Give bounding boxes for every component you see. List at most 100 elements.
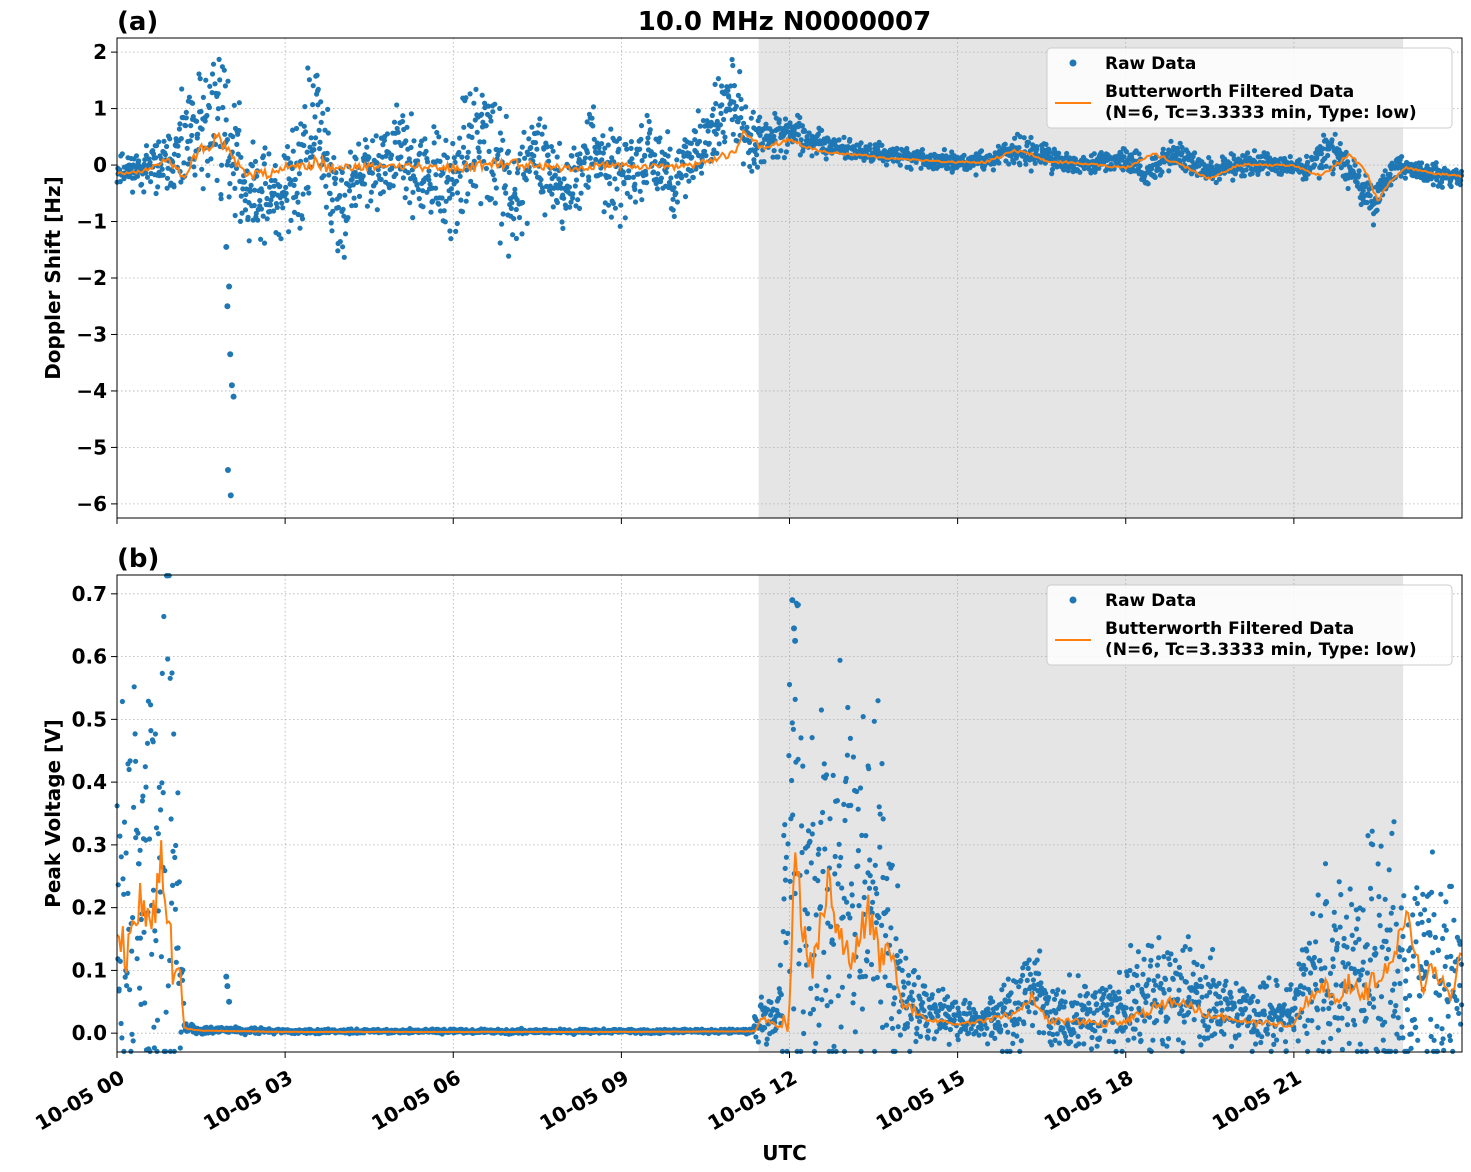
raw-data-point <box>1161 990 1167 996</box>
raw-data-point <box>519 231 525 237</box>
raw-data-point <box>161 138 167 144</box>
raw-data-point <box>1374 207 1380 213</box>
raw-data-point <box>1052 1037 1058 1043</box>
raw-data-point <box>1014 1033 1020 1039</box>
raw-data-point <box>451 155 457 161</box>
raw-data-point <box>1246 1014 1252 1020</box>
raw-data-point <box>918 165 924 171</box>
raw-data-point <box>747 163 753 170</box>
raw-data-point <box>1291 1027 1297 1033</box>
raw-data-point <box>142 157 148 163</box>
raw-data-point <box>571 145 577 151</box>
raw-data-point <box>874 891 880 897</box>
raw-data-point <box>356 141 362 147</box>
raw-data-point <box>479 111 485 117</box>
raw-data-point <box>1092 994 1098 1000</box>
raw-data-point <box>665 153 671 159</box>
raw-data-point <box>814 995 820 1002</box>
raw-data-point <box>1258 1039 1264 1046</box>
raw-data-point <box>802 128 808 134</box>
raw-data-point <box>596 145 602 151</box>
raw-data-point <box>197 76 203 82</box>
raw-data-point <box>1145 993 1151 999</box>
raw-data-point <box>1091 151 1097 157</box>
raw-data-point <box>1323 163 1329 169</box>
raw-data-point <box>923 992 929 998</box>
raw-data-point <box>121 1048 127 1054</box>
raw-data-point <box>879 761 885 767</box>
raw-data-point <box>509 200 515 206</box>
raw-data-point <box>1166 956 1172 962</box>
raw-data-point <box>535 130 541 136</box>
raw-data-point <box>443 198 449 204</box>
raw-data-point <box>966 1005 972 1011</box>
raw-data-point <box>1028 168 1034 174</box>
raw-data-point <box>453 228 459 234</box>
raw-data-point <box>696 138 703 144</box>
raw-data-point <box>1218 1000 1224 1006</box>
raw-data-point <box>1261 1012 1268 1018</box>
legend-filtered-params: (N=6, Tc=3.3333 min, Type: low) <box>1105 103 1417 123</box>
raw-data-point <box>896 1009 902 1015</box>
raw-data-point <box>847 915 853 921</box>
raw-data-point <box>283 190 289 196</box>
raw-data-point <box>1032 160 1038 166</box>
raw-data-point <box>609 155 615 161</box>
raw-data-point <box>133 835 139 841</box>
raw-data-point <box>1273 977 1279 984</box>
raw-data-point <box>1196 999 1202 1005</box>
raw-data-point <box>1337 141 1343 147</box>
raw-data-point <box>1041 1030 1047 1036</box>
raw-data-point <box>1186 994 1192 1001</box>
raw-data-point <box>426 168 432 174</box>
raw-data-point <box>400 113 406 119</box>
raw-data-point <box>153 190 159 197</box>
raw-data-point <box>967 1000 973 1006</box>
raw-data-point <box>632 181 638 187</box>
raw-data-point <box>561 195 567 201</box>
raw-data-point <box>726 94 732 100</box>
raw-data-point <box>1318 151 1324 157</box>
raw-data-point <box>688 140 695 146</box>
raw-data-point <box>817 904 824 910</box>
raw-data-point <box>1216 176 1223 182</box>
raw-data-point <box>159 780 165 786</box>
raw-data-point <box>175 945 181 951</box>
raw-data-point <box>403 138 409 144</box>
raw-data-point <box>215 106 221 112</box>
raw-data-point <box>463 95 469 101</box>
raw-data-point <box>782 116 789 122</box>
raw-data-point <box>799 823 805 829</box>
raw-data-point <box>1151 978 1157 984</box>
raw-data-point <box>1017 162 1023 168</box>
raw-data-point <box>1164 1043 1170 1049</box>
raw-data-point <box>143 143 150 149</box>
raw-data-point <box>1296 961 1302 967</box>
raw-data-point <box>403 186 409 192</box>
raw-data-point <box>1302 1023 1308 1029</box>
raw-data-point <box>509 232 516 238</box>
raw-data-point <box>117 179 123 185</box>
raw-data-point <box>1208 159 1214 165</box>
raw-data-point <box>1012 135 1018 141</box>
raw-data-point <box>1306 940 1312 946</box>
raw-data-point <box>1303 176 1309 182</box>
raw-data-point <box>165 656 171 662</box>
raw-data-point <box>683 144 689 150</box>
raw-data-point <box>177 121 183 127</box>
raw-data-point <box>209 71 216 77</box>
raw-data-point <box>1179 1048 1185 1054</box>
raw-data-point <box>212 81 218 87</box>
raw-data-point <box>874 974 880 981</box>
raw-data-point <box>1154 962 1160 968</box>
raw-data-point <box>410 215 416 221</box>
raw-data-point <box>1021 135 1027 141</box>
raw-data-point <box>589 115 595 121</box>
raw-data-outlier <box>224 467 231 473</box>
raw-data-point <box>891 985 897 991</box>
raw-data-point <box>775 154 781 160</box>
raw-data-point <box>735 92 742 98</box>
raw-data-point <box>929 992 936 998</box>
raw-data-point <box>1023 161 1029 167</box>
raw-data-point <box>480 119 486 125</box>
